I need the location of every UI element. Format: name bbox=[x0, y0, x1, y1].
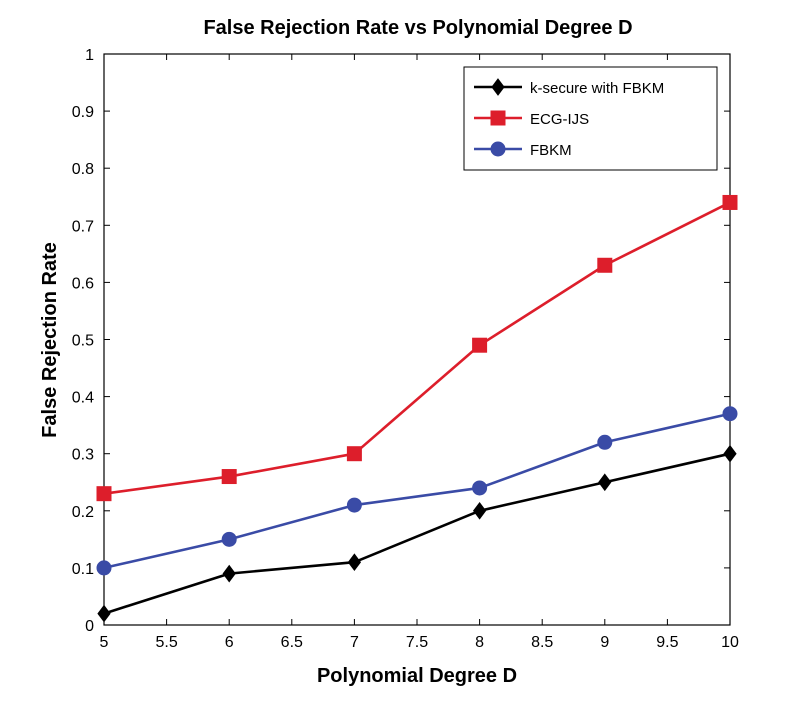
y-axis-label: False Rejection Rate bbox=[39, 242, 61, 438]
data-point bbox=[346, 446, 362, 462]
x-tick-label: 8.5 bbox=[531, 634, 553, 651]
data-point bbox=[222, 564, 236, 583]
x-tick-label: 8 bbox=[475, 634, 484, 651]
y-tick-label: 0.4 bbox=[72, 390, 94, 407]
series-1 bbox=[97, 444, 737, 623]
data-point bbox=[722, 194, 738, 210]
series-3 bbox=[96, 406, 738, 576]
series-line bbox=[103, 452, 731, 615]
x-tick-label: 7 bbox=[350, 634, 359, 651]
y-tick-label: 0.9 bbox=[72, 104, 94, 121]
data-point bbox=[722, 406, 738, 422]
data-point bbox=[96, 486, 112, 502]
legend: k-secure with FBKM ECG-IJS FBKM bbox=[463, 66, 718, 171]
legend-marker bbox=[491, 78, 505, 96]
data-point bbox=[472, 480, 488, 496]
legend-marker bbox=[490, 141, 506, 157]
x-tick-label: 6 bbox=[225, 634, 234, 651]
data-point bbox=[472, 501, 487, 520]
data-point bbox=[723, 444, 737, 463]
y-tick-label: 0.1 bbox=[72, 561, 94, 578]
series-line bbox=[103, 412, 731, 570]
x-tick-label: 10 bbox=[721, 634, 739, 651]
y-tick-label: 0.3 bbox=[72, 447, 94, 464]
y-tick-label: 0.5 bbox=[72, 333, 94, 350]
chart-title: False Rejection Rate vs Polynomial Degre… bbox=[203, 17, 632, 39]
y-tick-label: 1 bbox=[85, 47, 94, 64]
legend-label: FBKM bbox=[530, 142, 572, 159]
x-tick-label: 7.5 bbox=[406, 634, 428, 651]
legend-item: FBKM bbox=[474, 141, 572, 159]
y-tick-label: 0.8 bbox=[72, 161, 94, 178]
data-point bbox=[97, 604, 111, 623]
y-tick-label: 0.7 bbox=[72, 218, 94, 235]
legend-item: ECG-IJS bbox=[474, 110, 589, 128]
x-axis-label: Polynomial Degree D bbox=[317, 665, 517, 687]
y-tick-label: 0.6 bbox=[72, 275, 94, 292]
series-layer bbox=[96, 194, 738, 623]
x-axis: 5 5.5 6 6.5 7 7.5 8 8.5 9 9.5 10 bbox=[100, 54, 739, 651]
data-point bbox=[96, 560, 112, 576]
x-tick-label: 5.5 bbox=[155, 634, 177, 651]
x-tick-label: 5 bbox=[100, 634, 109, 651]
series-2 bbox=[96, 194, 738, 502]
legend-marker bbox=[490, 110, 506, 126]
x-tick-label: 9 bbox=[600, 634, 609, 651]
legend-label: ECG-IJS bbox=[530, 111, 589, 128]
data-point bbox=[597, 257, 613, 273]
x-tick-label: 6.5 bbox=[281, 634, 303, 651]
legend-label: k-secure with FBKM bbox=[530, 80, 664, 97]
data-point bbox=[221, 469, 237, 485]
data-point bbox=[347, 553, 362, 572]
data-point bbox=[472, 337, 488, 353]
y-tick-label: 0.2 bbox=[72, 504, 94, 521]
x-tick-label: 9.5 bbox=[656, 634, 678, 651]
y-tick-label: 0 bbox=[85, 618, 94, 635]
data-point bbox=[598, 473, 612, 492]
data-point bbox=[221, 531, 237, 547]
legend-item: k-secure with FBKM bbox=[474, 78, 664, 97]
y-axis: 0 0.1 0.2 0.3 0.4 0.5 0.6 0.7 0.8 0.9 1 bbox=[72, 47, 730, 635]
data-point bbox=[346, 497, 362, 513]
data-point bbox=[597, 434, 613, 450]
series-line bbox=[103, 201, 731, 495]
